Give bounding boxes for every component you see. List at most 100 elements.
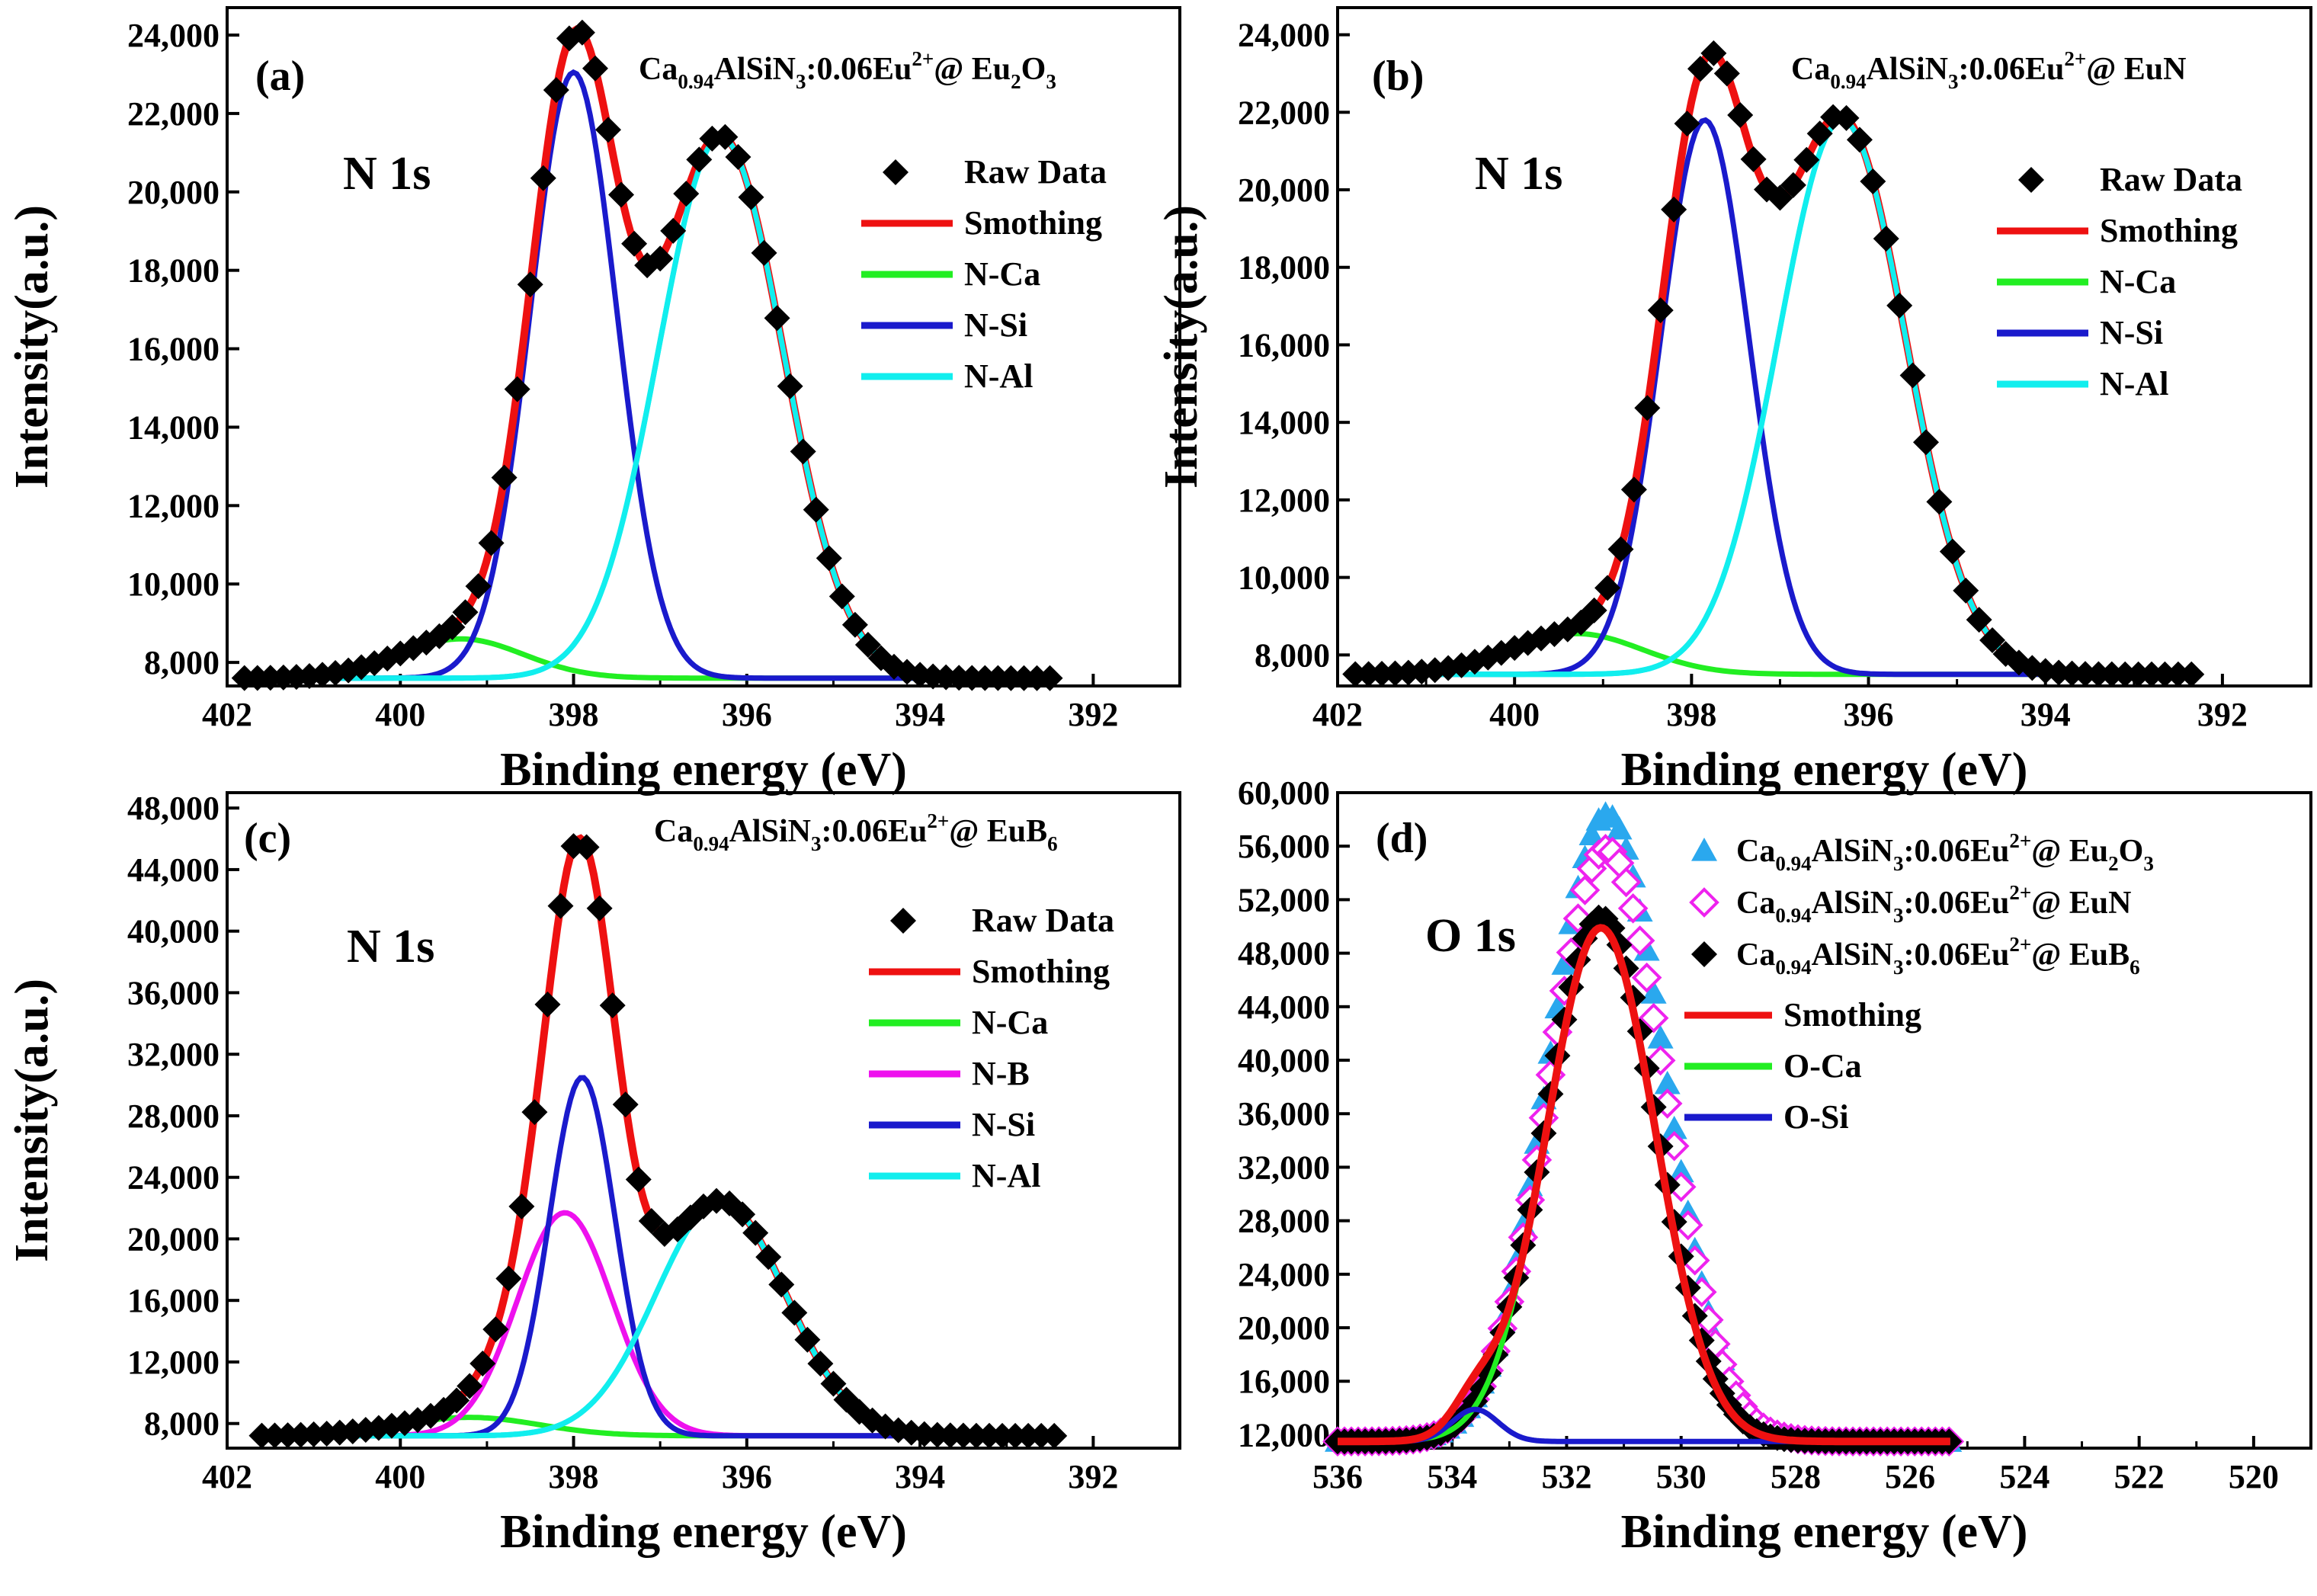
raw-data-point xyxy=(482,1316,509,1343)
raw-data-point xyxy=(452,599,479,626)
raw-data-point xyxy=(1846,127,1873,153)
legend-marker xyxy=(883,159,909,185)
raw-data-point xyxy=(1041,1422,1068,1449)
raw-data-point xyxy=(729,1201,756,1228)
raw-data-point xyxy=(712,123,739,150)
sample-label-part: Ca xyxy=(639,52,678,87)
y-tick-label: 8,000 xyxy=(144,1405,220,1443)
raw-data-point xyxy=(1979,627,2006,653)
raw-data-point xyxy=(976,1422,1002,1449)
panel-label: (d) xyxy=(1376,815,1428,862)
y-tick-label: 32,000 xyxy=(1238,1149,1330,1186)
raw-data-point xyxy=(742,1219,769,1246)
x-tick-label: 398 xyxy=(1666,696,1716,733)
legend-marker xyxy=(890,908,916,934)
raw-data-point xyxy=(495,1265,522,1292)
y-tick-label: 52,000 xyxy=(1238,881,1330,918)
y-tick-label: 16,000 xyxy=(127,1282,220,1319)
raw-data-point xyxy=(1727,101,1754,128)
x-tick-label: 536 xyxy=(1312,1458,1363,1495)
raw-data-point xyxy=(1594,575,1621,601)
sample-label: Ca0.94AlSiN3:0.06Eu2+@ EuB6 xyxy=(654,809,1058,855)
x-tick-label: 400 xyxy=(375,696,425,733)
sample-label-part: 6 xyxy=(1047,832,1058,855)
smoothing-line xyxy=(1338,924,1950,1446)
raw-data-point xyxy=(1581,597,1607,623)
panel-b: 402 400 398 396 394 392 8,000 10,000 12,000 14,00… xyxy=(1155,6,2312,796)
raw-data-point xyxy=(1687,56,1713,82)
core-level-label: N 1s xyxy=(347,921,434,973)
legend-sample-label-part: AlSiN xyxy=(1812,834,1893,869)
raw-data-point xyxy=(517,271,543,298)
raw-data-point xyxy=(457,1373,483,1399)
raw-data-point xyxy=(794,1326,821,1353)
raw-data-point xyxy=(612,1091,639,1118)
y-tick-label: 28,000 xyxy=(1238,1203,1330,1240)
y-tick-label: 10,000 xyxy=(127,566,220,603)
legend-sample-label-part: 3 xyxy=(1893,956,1904,979)
sample-label-part: @ EuB xyxy=(949,814,1047,849)
panel-label: (a) xyxy=(255,53,305,100)
raw-data-point xyxy=(1342,661,1369,687)
raw-data-point xyxy=(1631,962,1662,993)
sample-label-part: 3 xyxy=(796,70,806,93)
raw-data-point xyxy=(1668,1159,1694,1183)
x-tick-label: 396 xyxy=(722,696,772,733)
y-tick-label: 24,000 xyxy=(1238,17,1330,54)
raw-data-point xyxy=(2072,661,2098,687)
legend-sample-label-part: 2 xyxy=(2108,852,2119,875)
sample-label-part: AlSiN xyxy=(714,52,796,87)
y-tick-label: 14,000 xyxy=(1238,404,1330,441)
raw-data-point xyxy=(530,165,556,191)
raw-data-point xyxy=(738,184,764,210)
x-tick-label: 526 xyxy=(1885,1458,1935,1495)
y-tick-label: 18,000 xyxy=(1238,249,1330,287)
y-tick-label: 16,000 xyxy=(127,331,220,368)
raw-data-point xyxy=(2152,661,2178,687)
raw-data-point xyxy=(1654,1070,1681,1094)
raw-data-point xyxy=(686,146,713,173)
legend-sample-label: Ca0.94AlSiN3:0.06Eu2+@ EuB6 xyxy=(1736,933,2140,979)
raw-data-point xyxy=(807,1351,834,1377)
y-tick-label: 40,000 xyxy=(127,913,220,950)
raw-data-point xyxy=(2139,661,2165,687)
y-tick-label: 22,000 xyxy=(1238,94,1330,131)
raw-data-point xyxy=(439,614,466,640)
sample-label-part: 0.94 xyxy=(678,70,713,93)
raw-data-point xyxy=(841,611,868,638)
raw-data-point xyxy=(573,834,600,860)
y-tick-label: 44,000 xyxy=(127,851,220,889)
plot-frame xyxy=(226,6,1181,687)
legend-sample-label-part: Ca xyxy=(1736,937,1775,973)
raw-data-point xyxy=(444,1387,470,1414)
sample-label-part: @ EuN xyxy=(2086,52,2186,87)
raw-data-point xyxy=(1780,171,1806,198)
legend-sample-label-part: 3 xyxy=(1893,852,1904,875)
raw-data-point xyxy=(608,181,635,208)
y-tick-label: 24,000 xyxy=(127,1159,220,1197)
x-tick-label: 392 xyxy=(1068,696,1118,733)
raw-data-point xyxy=(1607,536,1634,562)
x-tick-label: 398 xyxy=(549,696,599,733)
plot-frame xyxy=(226,791,1181,1450)
legend-label: N-Ca xyxy=(2100,263,2176,300)
y-tick-label: 10,000 xyxy=(1238,559,1330,597)
legend-sample-label-part: 3 xyxy=(2143,852,2154,875)
y-tick-label: 12,000 xyxy=(127,487,220,524)
raw-data-point xyxy=(1886,292,1913,319)
raw-data-point xyxy=(1793,146,1820,173)
x-tick-label: 396 xyxy=(1844,696,1894,733)
legend-label: N-Al xyxy=(964,357,1033,395)
sample-label-part: :0.06Eu xyxy=(806,52,912,87)
y-tick-label: 8,000 xyxy=(1255,636,1330,674)
raw-data-point xyxy=(1002,1422,1029,1449)
sample-label-part: O xyxy=(1021,52,1046,87)
legend-sample-label-part: Ca xyxy=(1736,834,1775,869)
y-tick-label: 36,000 xyxy=(1238,1095,1330,1133)
legend-label: Raw Data xyxy=(964,153,1107,191)
legend-sample-label-part: 0.94 xyxy=(1775,956,1811,979)
legend-label: N-B xyxy=(972,1055,1030,1092)
raw-data-point xyxy=(1713,60,1740,87)
sample-label-part: @ Eu xyxy=(934,52,1011,87)
y-tick-label: 20,000 xyxy=(127,1220,220,1258)
